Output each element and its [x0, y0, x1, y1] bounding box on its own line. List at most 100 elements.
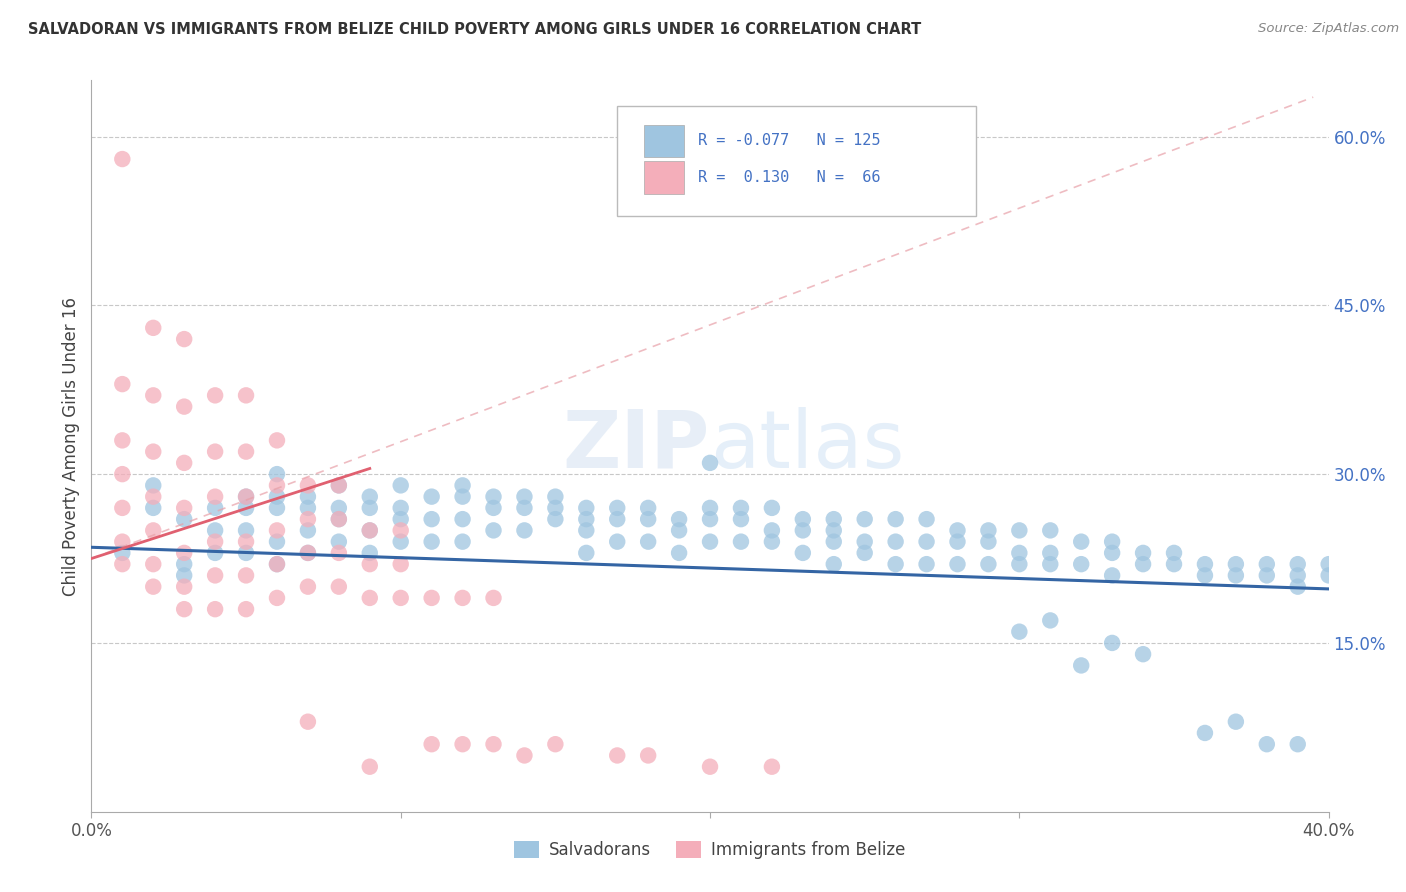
- Point: [482, 737, 505, 751]
- Point: [1194, 568, 1216, 582]
- Point: [266, 478, 288, 492]
- Point: [389, 512, 412, 526]
- Point: [853, 512, 876, 526]
- Point: [328, 478, 350, 492]
- Point: [235, 444, 257, 458]
- Point: [389, 534, 412, 549]
- Point: [482, 591, 505, 605]
- Point: [977, 524, 1000, 538]
- Point: [1225, 557, 1247, 571]
- Point: [915, 557, 938, 571]
- Point: [235, 602, 257, 616]
- Point: [235, 568, 257, 582]
- Point: [111, 377, 134, 392]
- Point: [297, 490, 319, 504]
- Point: [235, 524, 257, 538]
- Point: [977, 534, 1000, 549]
- Legend: Salvadorans, Immigrants from Belize: Salvadorans, Immigrants from Belize: [508, 834, 912, 865]
- Point: [204, 388, 226, 402]
- Point: [1286, 568, 1309, 582]
- Point: [389, 591, 412, 605]
- Point: [1317, 568, 1340, 582]
- Point: [451, 512, 474, 526]
- Point: [761, 760, 783, 774]
- Point: [204, 546, 226, 560]
- Point: [853, 546, 876, 560]
- Point: [884, 534, 907, 549]
- Point: [359, 500, 381, 515]
- Point: [1101, 568, 1123, 582]
- Text: SALVADORAN VS IMMIGRANTS FROM BELIZE CHILD POVERTY AMONG GIRLS UNDER 16 CORRELAT: SALVADORAN VS IMMIGRANTS FROM BELIZE CHI…: [28, 22, 921, 37]
- Point: [142, 321, 165, 335]
- Point: [699, 456, 721, 470]
- Text: ZIP: ZIP: [562, 407, 710, 485]
- Point: [204, 534, 226, 549]
- Point: [266, 500, 288, 515]
- Point: [575, 512, 598, 526]
- Point: [1039, 614, 1062, 628]
- Point: [204, 500, 226, 515]
- Point: [297, 500, 319, 515]
- Point: [699, 760, 721, 774]
- Point: [235, 490, 257, 504]
- Point: [111, 434, 134, 448]
- Point: [482, 500, 505, 515]
- Point: [235, 500, 257, 515]
- Point: [606, 512, 628, 526]
- Point: [761, 534, 783, 549]
- Point: [637, 534, 659, 549]
- Point: [173, 456, 195, 470]
- Point: [668, 512, 690, 526]
- Point: [792, 512, 814, 526]
- Point: [946, 524, 969, 538]
- Point: [513, 490, 536, 504]
- Point: [328, 478, 350, 492]
- Point: [235, 534, 257, 549]
- Point: [823, 512, 845, 526]
- Point: [204, 568, 226, 582]
- Point: [297, 580, 319, 594]
- Point: [420, 591, 443, 605]
- Point: [853, 534, 876, 549]
- Point: [111, 152, 134, 166]
- Point: [111, 534, 134, 549]
- Point: [173, 602, 195, 616]
- Point: [1225, 714, 1247, 729]
- Point: [389, 500, 412, 515]
- Point: [1163, 557, 1185, 571]
- Point: [1286, 557, 1309, 571]
- Point: [266, 524, 288, 538]
- Point: [142, 557, 165, 571]
- Point: [1132, 647, 1154, 661]
- Point: [173, 580, 195, 594]
- Point: [637, 748, 659, 763]
- Point: [297, 546, 319, 560]
- Point: [544, 500, 567, 515]
- Point: [359, 557, 381, 571]
- Point: [359, 760, 381, 774]
- Point: [606, 748, 628, 763]
- Point: [513, 500, 536, 515]
- Point: [544, 512, 567, 526]
- Point: [1008, 557, 1031, 571]
- Point: [389, 478, 412, 492]
- Point: [142, 388, 165, 402]
- Point: [1039, 557, 1062, 571]
- Point: [1101, 534, 1123, 549]
- FancyBboxPatch shape: [617, 106, 976, 216]
- Point: [1286, 737, 1309, 751]
- Point: [266, 557, 288, 571]
- Point: [173, 400, 195, 414]
- Point: [823, 557, 845, 571]
- Point: [1256, 557, 1278, 571]
- Point: [204, 444, 226, 458]
- Point: [1317, 557, 1340, 571]
- Point: [1070, 658, 1092, 673]
- Point: [915, 534, 938, 549]
- Point: [204, 602, 226, 616]
- Point: [1286, 580, 1309, 594]
- Point: [1225, 568, 1247, 582]
- Point: [730, 500, 752, 515]
- Point: [420, 737, 443, 751]
- Point: [1194, 557, 1216, 571]
